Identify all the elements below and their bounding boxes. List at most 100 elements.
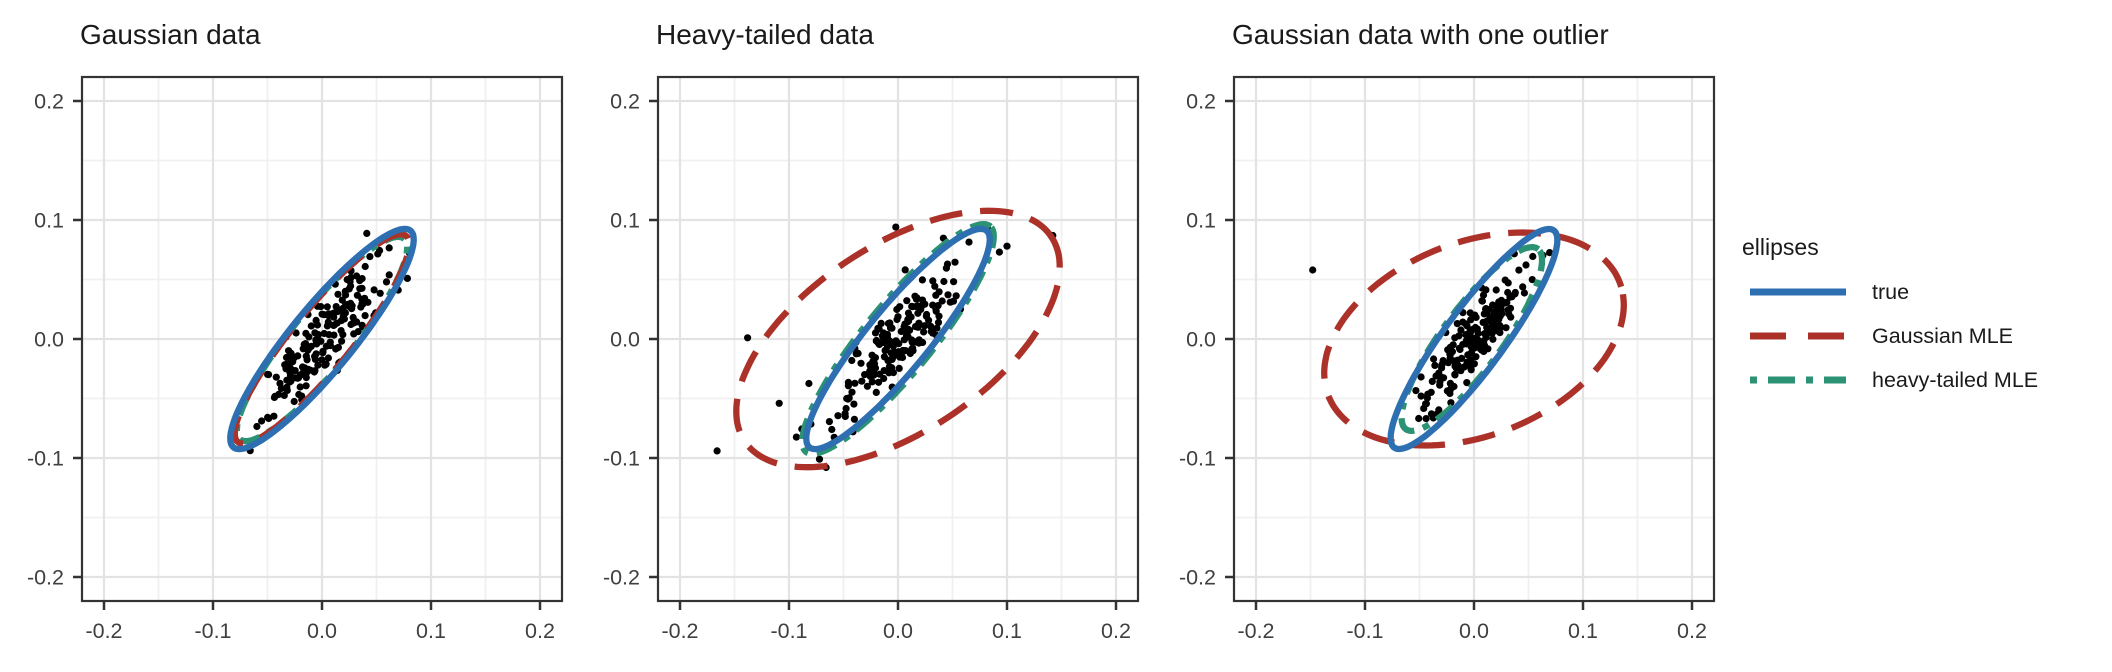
scatter-point [285,347,293,355]
scatter-point [1452,364,1460,372]
chart-panel-1: -0.2 -0.1 0.0 0.1 0.2 0.2 0.1 0.0 -0.1 -0.2 Gauss… [27,19,564,643]
scatter-point [339,307,347,315]
y-tick-label: -0.1 [27,447,64,471]
scatter-point [904,318,912,326]
scatter-point [290,397,298,406]
scatter-point [270,412,278,420]
ellipse-true [227,225,417,453]
scatter-point [319,347,327,355]
x-tick-label: 0.2 [1101,619,1131,643]
x-tick-label: -0.1 [770,619,807,643]
scatter-point [312,350,320,358]
chart-panel-3: -0.2 -0.1 0.0 0.1 0.2 0.2 0.1 0.0 -0.1 -0.2 Gauss… [1179,19,1716,644]
scatter-point [883,342,892,350]
scatter-point [1459,318,1467,326]
scatter-point [361,312,369,320]
scatter-point [334,290,342,298]
scatter-point [307,322,315,330]
scatter-point [323,303,331,311]
scatter-point [889,369,897,377]
x-tick-label: -0.1 [194,619,231,643]
scatter-point [282,365,290,373]
scatter-point [341,287,349,295]
scatter-point [312,316,320,324]
scatter-point [291,374,299,382]
scatter-point [875,378,883,386]
scatter-point [1470,360,1478,368]
scatter-outlier-point [815,455,824,463]
scatter-point [1422,400,1430,408]
scatter-point [1430,355,1438,363]
scatter-points [1309,249,1554,423]
y-tick-label: -0.2 [1179,566,1216,590]
legend-title: ellipses [1742,234,1819,260]
scatter-point [903,297,911,305]
scatter-point [318,310,326,318]
scatter-point [323,322,331,330]
scatter-point [933,324,941,332]
scatter-point [863,382,871,390]
plot-area-3: -0.2 -0.1 0.0 0.1 0.2 0.2 0.1 0.0 -0.1 -0.2 [1179,75,1716,644]
scatter-point [299,365,308,373]
scatter-point [374,250,382,258]
scatter-point [934,318,943,326]
scatter-point [283,386,291,394]
panel-heavy-tailed-data: -0.2 -0.1 0.0 0.1 0.2 0.2 0.1 0.0 -0.1 -0.2 Heavy… [576,0,1152,672]
scatter-point [921,322,929,330]
scatter-point [287,359,295,367]
panel-gaussian-outlier-data: -0.2 -0.1 0.0 0.1 0.2 0.2 0.1 0.0 -0.1 -0.2 Gauss… [1152,0,1728,672]
scatter-point [874,339,882,347]
scatter-point [295,390,303,399]
scatter-point [929,277,937,285]
scatter-point [1515,266,1523,274]
x-tick-label: 0.0 [1459,619,1489,643]
scatter-point [347,282,355,290]
x-tick-label: 0.1 [1568,619,1598,643]
scatter-point [350,330,358,338]
axes: -0.2 -0.1 0.0 0.1 0.2 0.2 0.1 0.0 -0.1 -0.2 [1179,90,1707,644]
scatter-point [1504,288,1512,297]
scatter-point [258,417,266,425]
scatter-point [951,258,959,266]
x-tick-label: 0.0 [883,619,913,643]
scatter-point [895,340,903,348]
x-tick-label: 0.1 [416,619,446,643]
scatter-point [927,327,935,336]
scatter-point [358,284,366,292]
scatter-point [294,352,302,360]
scatter-point [1467,316,1475,324]
ellipse-gaussian-mle [733,207,1063,471]
scatter-point [302,382,310,390]
scatter-point [1497,296,1505,304]
scatter-point [356,277,364,285]
scatter-point [302,352,310,360]
scatter-point [1480,342,1489,350]
scatter-point [1528,276,1536,284]
y-tick-label: 0.0 [610,328,640,352]
scatter-point [900,347,908,355]
legend-label-true: true [1872,279,1910,304]
axes: -0.2 -0.1 0.0 0.1 0.2 0.2 0.1 0.0 -0.1 -0.2 [603,90,1131,644]
scatter-point [338,337,346,345]
panel-title-3: Gaussian data with one outlier [1232,19,1609,50]
scatter-point [1502,324,1510,332]
scatter-point [361,262,369,271]
scatter-point [376,289,384,297]
scatter-point [326,342,334,350]
scatter-point [851,379,859,387]
x-tick-label: 0.2 [1677,619,1707,643]
legend-item-true: true [1742,277,2112,307]
scatter-point [1422,415,1430,423]
y-tick-label: -0.1 [1179,447,1216,471]
scatter-point [1470,338,1478,346]
scatter-point [1497,323,1505,331]
y-tick-label: 0.2 [34,90,64,114]
scatter-point [922,312,930,320]
scatter-points [713,223,1057,472]
ellipse-gaussian-mle [1321,229,1627,449]
scatter-point [935,312,943,320]
scatter-point [904,309,913,317]
scatter-point [366,253,374,261]
scatter-point [897,327,905,336]
scatter-point [909,344,917,352]
